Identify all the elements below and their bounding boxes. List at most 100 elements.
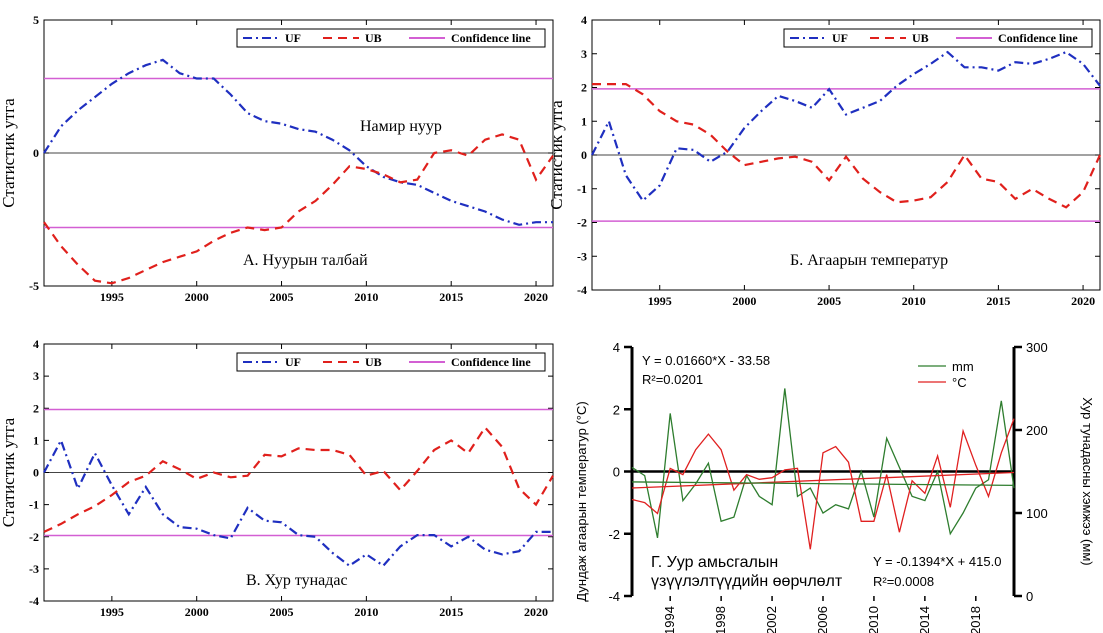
legend: UF UB Confidence line [236, 28, 546, 48]
y-tick-label: -5 [29, 279, 39, 293]
x-tick-label: 1994 [662, 606, 677, 633]
y-tick-label: 2 [33, 401, 39, 415]
y-tick-label: 0 [33, 466, 39, 480]
y-tick-label: 4 [33, 337, 39, 351]
r2-temperature: R²=0.0201 [642, 372, 703, 387]
y-tick-label: 0 [581, 148, 587, 162]
x-tick-label: 2000 [732, 294, 756, 308]
y-tick-label: 3 [581, 47, 587, 61]
legend-label: UF [832, 31, 848, 45]
series-uf-line [43, 437, 553, 568]
x-tick-label: 2005 [817, 294, 841, 308]
y-tick-label: -2 [577, 216, 587, 230]
legend-label: Confidence line [998, 31, 1078, 45]
y-tick-label: 5 [33, 13, 39, 27]
y-tick-label: -2 [608, 527, 620, 542]
y-tick-label: -4 [577, 283, 587, 297]
y-axis-label-left: Дундаж агаарын температур (°С) [574, 401, 589, 601]
x-tick-label: 2020 [524, 605, 548, 619]
equation-temperature: Y = 0.01660*X - 33.58 [642, 353, 770, 368]
y-tick-label: 4 [613, 340, 620, 355]
legend-label: Confidence line [451, 355, 531, 369]
y-right-tick-label: 100 [1026, 506, 1048, 521]
legend-label: Confidence line [451, 31, 531, 45]
y-axis-label: Статистик утга [547, 100, 566, 210]
y-tick-label: -3 [577, 249, 587, 263]
annotation: В. Хур тунадас [246, 572, 348, 589]
trend-line [631, 481, 1015, 487]
y-tick-label: 0 [613, 465, 620, 480]
legend: mm°С [918, 359, 974, 390]
x-tick-label: 1995 [100, 605, 124, 619]
x-tick-label: 2020 [1071, 294, 1095, 308]
y-tick-label: -1 [577, 182, 587, 196]
chart-4: -4 -2 0 2 4 0 100 200 300 1994 1998 2002 2006 2010 201… [574, 340, 1095, 633]
x-tick-label: 1995 [648, 294, 672, 308]
series-uf-line [43, 58, 553, 226]
legend-box [236, 352, 546, 372]
x-tick-label: 2005 [270, 290, 294, 304]
trend-line [631, 471, 1015, 489]
y-right-tick-label: 0 [1026, 589, 1033, 604]
annotation: Намир нуур [360, 118, 442, 135]
series-ub-line [592, 82, 1102, 209]
legend-label: UF [285, 355, 301, 369]
x-tick-label: 2010 [354, 605, 378, 619]
legend-label: UB [365, 355, 382, 369]
x-tick-label: 2002 [764, 606, 779, 633]
y-tick-label: -4 [608, 589, 620, 604]
y-right-tick-label: 300 [1026, 340, 1048, 355]
x-tick-label: 1995 [100, 290, 124, 304]
y-tick-label: -1 [29, 498, 39, 512]
x-tick-label: 2005 [270, 605, 294, 619]
chart-1: -5 0 5 1995 2000 2005 2010 2015 2020 UF UB Confiden… [0, 13, 554, 304]
y-tick-label: 4 [581, 13, 587, 27]
y-tick-label: 2 [613, 402, 620, 417]
legend: UF UB Confidence line [783, 28, 1093, 48]
y-tick-label: 0 [33, 146, 39, 160]
x-tick-label: 2015 [439, 290, 463, 304]
x-tick-label: 2020 [524, 290, 548, 304]
annotation: А. Нуурын талбай [243, 252, 368, 269]
y-tick-label: -2 [29, 530, 39, 544]
x-tick-label: 2000 [185, 605, 209, 619]
y-tick-label: -4 [29, 594, 39, 608]
y-axis-label: Статистик утга [0, 417, 18, 527]
y-axis-label: Статистик утга [0, 98, 18, 208]
y-tick-label: -3 [29, 562, 39, 576]
equation-precipitation: Y = -0.1394*X + 415.0 [873, 554, 1001, 569]
series-ub-line [43, 133, 554, 285]
series-precipitation-line [631, 388, 1015, 539]
y-axis-label-right: Хур тунадасны хэмжээ (мм) [1080, 397, 1095, 565]
x-tick-label: 2006 [815, 606, 830, 633]
series-temperature-line [631, 418, 1015, 550]
x-tick-label: 2010 [902, 294, 926, 308]
y-tick-label: 1 [581, 114, 587, 128]
y-tick-label: 2 [581, 81, 587, 95]
r2-precipitation: R²=0.0008 [873, 574, 934, 589]
annotation: Б. Агаарын температур [790, 252, 948, 269]
x-tick-label: 2015 [439, 605, 463, 619]
caption-line-2: үзүүлэлтүүдийн өөрчлөлт [651, 573, 843, 590]
x-tick-label: 2010 [354, 290, 378, 304]
legend-box [783, 28, 1093, 48]
legend-label: UF [285, 31, 301, 45]
y-right-tick-label: 200 [1026, 423, 1048, 438]
x-tick-label: 2015 [986, 294, 1010, 308]
legend-label: mm [952, 359, 974, 374]
x-tick-label: 2010 [866, 606, 881, 633]
x-tick-label: 1998 [713, 606, 728, 633]
legend-label: UB [365, 31, 382, 45]
legend-label: °С [952, 375, 967, 390]
x-tick-label: 2018 [968, 606, 983, 633]
y-tick-label: 1 [33, 433, 39, 447]
y-tick-label: 3 [33, 369, 39, 383]
legend-box [236, 28, 546, 48]
legend: UF UB Confidence line [236, 352, 546, 372]
legend-label: UB [912, 31, 929, 45]
x-tick-label: 2000 [185, 290, 209, 304]
series-uf-line [591, 50, 1101, 203]
